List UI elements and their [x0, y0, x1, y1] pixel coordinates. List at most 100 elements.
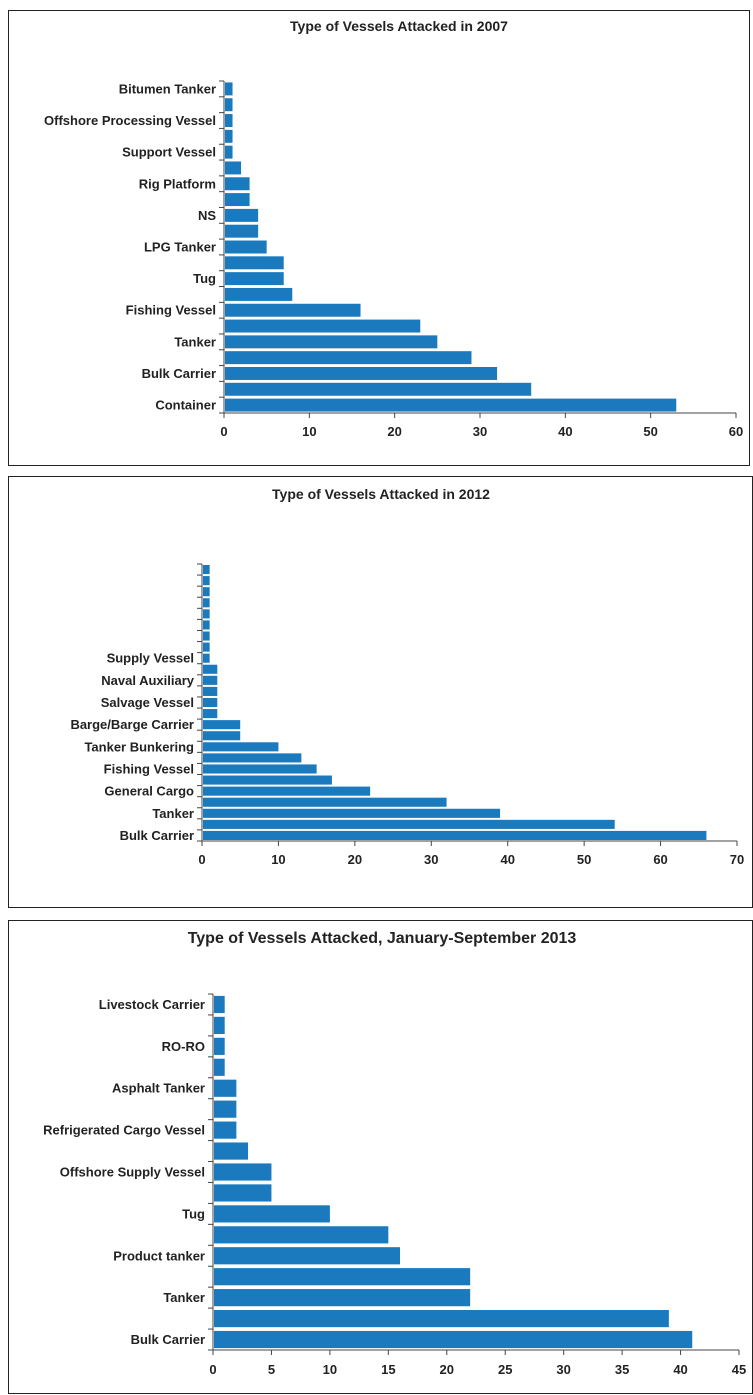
x-tick-label: 40	[558, 424, 572, 439]
bar	[225, 224, 259, 238]
chart-title: Type of Vessels Attacked in 2007	[290, 18, 508, 34]
category-label: Bulk Carrier	[131, 1332, 205, 1347]
x-tick-label: 45	[732, 1362, 746, 1377]
bar	[203, 808, 501, 818]
x-tick-label: 0	[198, 852, 205, 867]
category-label: Naval Auxiliary	[101, 673, 195, 688]
x-tick-label: 10	[323, 1362, 337, 1377]
category-label: Refrigerated Cargo Vessel	[43, 1123, 205, 1138]
bar	[225, 193, 250, 207]
category-label: Product tanker	[113, 1248, 205, 1263]
bar	[225, 145, 233, 159]
category-label: RO-RO	[162, 1039, 205, 1054]
x-tick-label: 40	[673, 1362, 687, 1377]
chart-title: Type of Vessels Attacked in 2012	[272, 486, 490, 502]
category-label: Bulk Carrier	[120, 828, 194, 843]
bar	[203, 609, 210, 619]
category-label: Livestock Carrier	[99, 997, 205, 1012]
bar	[214, 1289, 471, 1307]
category-label: Support Vessel	[122, 145, 216, 160]
bar	[203, 664, 218, 674]
x-tick-label: 60	[653, 852, 667, 867]
category-label: Rig Platform	[139, 176, 216, 191]
category-label: Tanker Bunkering	[84, 739, 194, 754]
bar	[214, 1247, 401, 1265]
bar	[214, 1184, 272, 1202]
category-label: Offshore Processing Vessel	[44, 113, 216, 128]
bar	[203, 642, 210, 652]
x-tick-label: 30	[424, 852, 438, 867]
x-tick-label: 30	[556, 1362, 570, 1377]
bar	[203, 565, 210, 575]
bar	[203, 576, 210, 586]
x-tick-label: 20	[440, 1362, 454, 1377]
bar	[225, 303, 361, 317]
category-label: Bulk Carrier	[142, 366, 216, 381]
bar	[203, 697, 218, 708]
bar	[214, 1058, 225, 1076]
x-tick-label: 50	[577, 852, 591, 867]
bar	[225, 319, 421, 333]
x-tick-label: 25	[498, 1362, 512, 1377]
x-tick-label: 0	[209, 1362, 216, 1377]
bar	[203, 731, 241, 741]
category-label: Container	[155, 398, 216, 413]
bar	[214, 1142, 249, 1160]
category-label: Tanker	[152, 806, 194, 821]
category-label: Salvage Vessel	[101, 695, 194, 710]
chart-title: Type of Vessels Attacked, January-Septem…	[188, 930, 577, 947]
bar	[214, 1330, 693, 1349]
bar	[225, 208, 259, 222]
bar	[214, 1310, 669, 1328]
bar	[214, 1121, 237, 1139]
bar	[203, 797, 447, 807]
bar	[225, 272, 284, 286]
bar	[203, 686, 218, 696]
bar	[225, 161, 242, 175]
bar	[214, 995, 225, 1014]
bar	[203, 598, 210, 608]
x-tick-label: 0	[220, 424, 227, 439]
category-label: Supply Vessel	[107, 651, 194, 666]
category-label: NS	[198, 208, 216, 223]
chart-panel-2007: Type of Vessels Attacked in 2007 Bitumen …	[8, 10, 750, 466]
x-tick-label: 70	[730, 852, 744, 867]
bar	[203, 786, 371, 796]
bar	[214, 1016, 225, 1034]
category-label: LPG Tanker	[144, 240, 216, 255]
x-tick-label: 30	[473, 424, 487, 439]
bar	[203, 653, 210, 663]
bar	[225, 114, 233, 127]
bar	[214, 1205, 330, 1223]
bar	[225, 398, 677, 412]
bar	[225, 382, 532, 396]
bar	[203, 720, 241, 730]
chart-panel-2012: Type of Vessels Attacked in 2012 Supply V…	[8, 476, 753, 908]
chart-2012-svg: Type of Vessels Attacked in 2012 Supply V…	[70, 486, 744, 867]
x-tick-label: 60	[729, 424, 743, 439]
bar	[203, 709, 218, 719]
x-tick-label: 40	[500, 852, 514, 867]
category-label: Bitumen Tanker	[119, 81, 216, 96]
bar	[203, 830, 707, 841]
category-label: General Cargo	[104, 784, 194, 799]
x-tick-label: 15	[381, 1362, 395, 1377]
bar	[203, 819, 615, 829]
x-tick-label: 10	[271, 852, 285, 867]
bar	[203, 631, 210, 641]
category-label: Tanker	[174, 334, 216, 349]
bar	[214, 1163, 272, 1181]
category-label: Asphalt Tanker	[112, 1081, 205, 1096]
category-label: Offshore Supply Vessel	[60, 1165, 205, 1180]
bar	[214, 1100, 237, 1118]
category-label: Fishing Vessel	[126, 303, 216, 318]
x-tick-label: 50	[643, 424, 657, 439]
x-tick-label: 10	[302, 424, 316, 439]
bar	[203, 775, 332, 785]
bar	[225, 366, 498, 380]
bar	[225, 98, 233, 112]
bar	[214, 1079, 237, 1097]
bar	[225, 240, 267, 254]
bar	[225, 82, 233, 96]
chart-2013-svg: Type of Vessels Attacked, January-Septem…	[43, 930, 746, 1377]
